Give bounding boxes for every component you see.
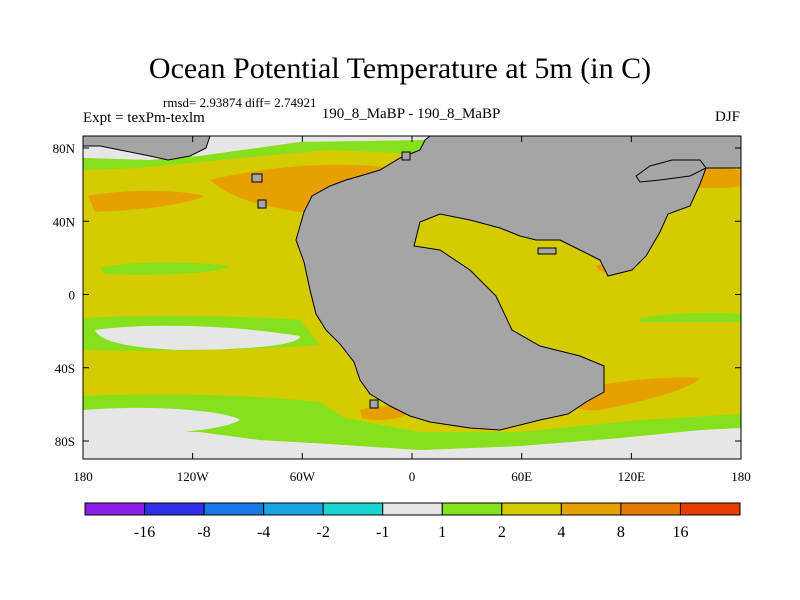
land-small-island-2 [257,199,267,209]
colorbar-swatch [144,502,205,516]
colorbar-swatch [322,502,384,516]
stats-label: rmsd= 2.93874 diff= 2.74921 [163,95,317,110]
land-small-island-3 [401,151,411,161]
map-field [83,136,741,459]
colorbar-label: -16 [134,524,155,541]
colorbar-label: 8 [617,524,625,541]
lat-tick-label: 80S [55,434,75,449]
colorbar: -16 -8 -4 -2 -1 1 2 4 8 16 [84,502,741,541]
land-north-west [83,136,211,161]
season-label: DJF [714,109,740,125]
colorbar-swatch [382,502,443,516]
colorbar-label: -1 [376,524,389,541]
land-small-island-1 [251,173,263,183]
colorbar-swatch [84,502,146,516]
colorbar-swatch [501,502,562,516]
lat-axis: 80N 40N 0 40S 80S [53,141,741,449]
colorbar-label: -2 [317,524,330,541]
orange-indian-south [560,377,700,411]
colorbar-swatch [203,502,265,516]
land-north-east-island [635,159,707,183]
green-south-band [83,394,741,450]
colorbar-swatch [441,502,503,516]
colorbar-swatch [263,502,324,516]
south-polar-light [83,427,741,459]
colorbar-swatch [560,502,622,516]
lat-tick-label: 40S [55,361,75,376]
lon-tick-label: 0 [409,469,416,484]
colorbar-label: 2 [498,524,506,541]
colorbar-label: 16 [672,524,688,541]
colorbar-label: -4 [257,524,270,541]
lon-tick-label: 180 [73,469,93,484]
white-trop-tongue [95,325,300,350]
colorbar-label: 1 [438,524,446,541]
lat-tick-label: 80N [53,141,76,156]
lon-tick-label: 60W [290,469,316,484]
land-small-island-4 [369,399,379,409]
case-label: 190_8_MaBP - 190_8_MaBP [321,106,501,122]
lon-tick-label: 60E [511,469,532,484]
lon-tick-label: 180 [731,469,751,484]
land-pangaea [295,136,741,431]
orange-north-pacific [88,190,205,212]
chart-title: Ocean Potential Temperature at 5m (in C) [148,52,652,85]
lon-tick-label: 120E [618,469,646,484]
lon-axis: 180 120W 60W 0 60E 120E 180 [73,136,751,484]
colorbar-label: -8 [197,524,210,541]
colorbar-label: 4 [557,524,565,541]
colorbar-swatch [620,502,681,516]
lat-tick-label: 40N [53,214,76,229]
lat-tick-label: 0 [69,288,76,303]
lon-tick-label: 120W [177,469,210,484]
white-south-tongue [83,407,240,434]
green-east-pacific [640,312,741,322]
green-north-pacific [100,262,230,275]
land-small-island-5 [537,247,557,255]
experiment-label: Expt = texPm-texlm [83,110,205,126]
colorbar-swatch [679,502,741,516]
